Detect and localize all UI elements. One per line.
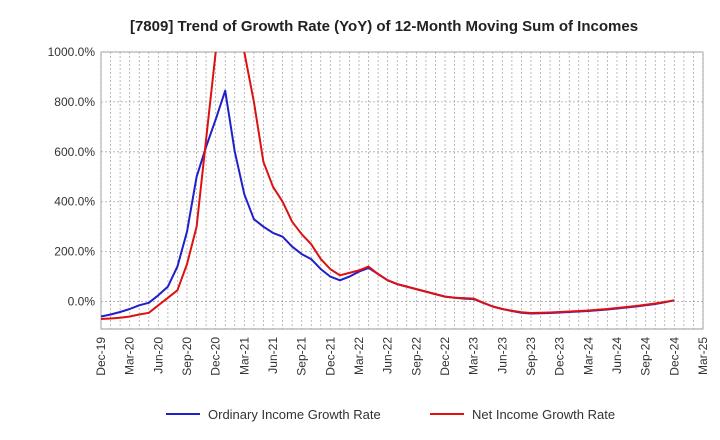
x-tick-label: Sep-21 (295, 337, 309, 376)
legend: Ordinary Income Growth Rate Net Income Gr… (166, 407, 615, 422)
x-axis-ticks: Dec-19 Mar-20 Jun-20 Sep-20 Dec-20 Mar-21 Jun-… (94, 337, 710, 376)
legend-label: Net Income Growth Rate (472, 407, 615, 422)
x-tick-label: Jun-23 (495, 337, 509, 374)
plot-area (100, 51, 704, 330)
grid (100, 51, 704, 329)
legend-item-net-income: Net Income Growth Rate (430, 407, 615, 422)
x-tick-label: Mar-23 (467, 337, 481, 375)
x-tick-label: Jun-21 (266, 337, 280, 374)
y-tick-label: 800.0% (54, 95, 95, 109)
series-line-net-income (101, 52, 675, 320)
x-tick-label: Dec-21 (323, 337, 337, 376)
y-tick-label: 600.0% (54, 145, 95, 159)
x-tick-label: Dec-19 (94, 337, 108, 376)
x-tick-label: Sep-23 (524, 337, 538, 376)
x-tick-label: Dec-22 (438, 337, 452, 376)
y-axis-ticks: 0.0% 200.0% 400.0% 600.0% 800.0% 1000.0% (48, 45, 96, 309)
x-tick-label: Jun-22 (381, 337, 395, 374)
x-tick-label: Mar-25 (696, 337, 710, 375)
x-tick-label: Dec-23 (553, 337, 567, 376)
series-lines (101, 52, 675, 320)
x-tick-label: Mar-22 (352, 337, 366, 375)
x-tick-label: Sep-20 (180, 337, 194, 376)
y-tick-label: 1000.0% (48, 45, 96, 59)
x-tick-label: Jun-20 (151, 337, 165, 374)
x-tick-label: Jun-24 (610, 337, 624, 374)
x-tick-label: Dec-24 (667, 337, 681, 376)
x-tick-label: Sep-24 (639, 337, 653, 376)
legend-item-ordinary-income: Ordinary Income Growth Rate (166, 407, 381, 422)
x-tick-label: Sep-22 (409, 337, 423, 376)
y-tick-label: 200.0% (54, 245, 95, 259)
x-tick-label: Dec-20 (209, 337, 223, 376)
y-tick-label: 0.0% (68, 295, 96, 309)
legend-label: Ordinary Income Growth Rate (208, 407, 381, 422)
x-tick-label: Mar-20 (123, 337, 137, 375)
x-tick-label: Mar-21 (237, 337, 251, 375)
x-tick-label: Mar-24 (581, 337, 595, 375)
chart-title: [7809] Trend of Growth Rate (YoY) of 12-… (130, 18, 638, 35)
y-tick-label: 400.0% (54, 195, 95, 209)
